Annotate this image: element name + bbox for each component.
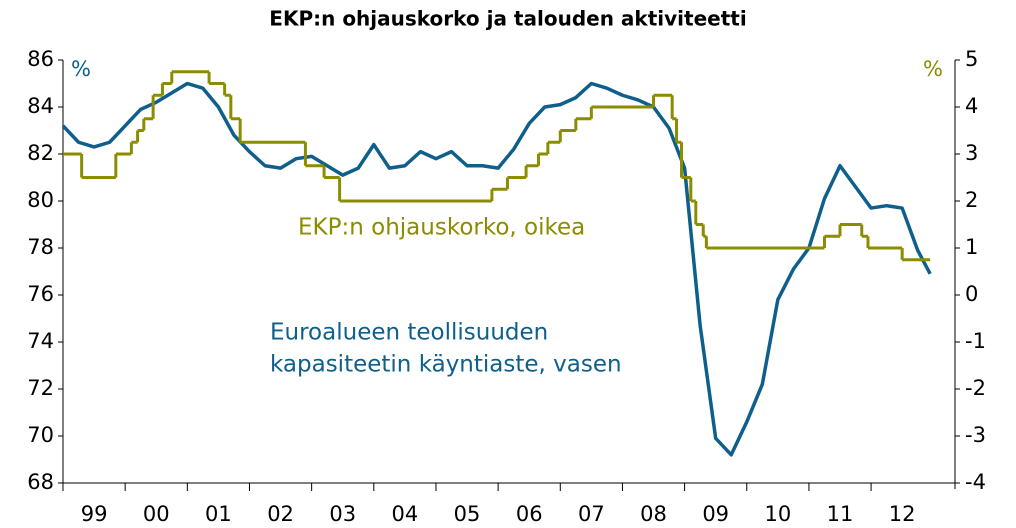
y-tick-label: 78	[27, 235, 54, 259]
x-tick-label: 02	[267, 502, 294, 526]
y2-tick-label: 1	[965, 235, 978, 259]
chart-title: EKP:n ohjauskorko ja talouden aktiviteet…	[269, 7, 746, 31]
y2-tick-label: 0	[965, 282, 978, 306]
y2-tick-label: -3	[965, 423, 986, 447]
annotation: Euroalueen teollisuuden	[270, 320, 548, 346]
y-tick-label: 72	[27, 376, 54, 400]
y-tick-label: 80	[27, 188, 54, 212]
y2-tick-label: -2	[965, 376, 986, 400]
x-tick-label: 07	[578, 502, 605, 526]
x-tick-label: 06	[516, 502, 543, 526]
y2-tick-label: 5	[965, 47, 978, 71]
x-tick-label: 05	[454, 502, 481, 526]
y-unit: %	[71, 57, 91, 81]
x-tick-label: 03	[329, 502, 356, 526]
y-tick-label: 70	[27, 423, 54, 447]
annotation: EKP:n ohjauskorko, oikea	[298, 215, 585, 241]
y2-tick-label: 4	[965, 94, 978, 118]
y-tick-label: 82	[27, 141, 54, 165]
series-line	[61, 81, 932, 457]
x-tick-label: 99	[81, 502, 108, 526]
y-tick-label: 76	[27, 282, 54, 306]
x-tick-label: 12	[889, 502, 916, 526]
y2-unit: %	[923, 57, 943, 81]
y-tick-label: 74	[27, 329, 54, 353]
y-tick-label: 86	[27, 47, 54, 71]
x-tick-label: 04	[392, 502, 419, 526]
y2-tick-label: 3	[965, 141, 978, 165]
x-tick-label: 00	[143, 502, 170, 526]
annotation: kapasiteetin käyntiaste, vasen	[270, 352, 622, 378]
y2-tick-label: 2	[965, 188, 978, 212]
x-tick-label: 01	[205, 502, 232, 526]
y-tick-label: 68	[27, 470, 54, 494]
x-tick-label: 08	[640, 502, 667, 526]
y2-tick-label: -1	[965, 329, 986, 353]
y-tick-label: 84	[27, 94, 54, 118]
x-tick-label: 11	[827, 502, 854, 526]
y2-tick-label: -4	[965, 470, 986, 494]
x-tick-label: 10	[764, 502, 791, 526]
x-tick-label: 09	[702, 502, 729, 526]
